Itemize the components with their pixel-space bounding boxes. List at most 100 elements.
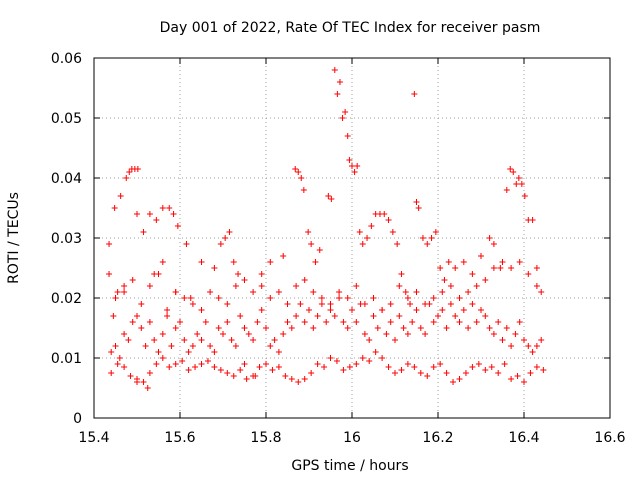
data-point <box>385 217 392 223</box>
data-point <box>346 157 353 163</box>
data-point <box>501 361 508 367</box>
data-point <box>314 313 321 319</box>
data-point <box>316 247 323 253</box>
data-point <box>510 169 517 175</box>
data-point <box>437 265 444 271</box>
data-point <box>241 277 248 283</box>
data-point <box>392 370 398 376</box>
data-point <box>230 259 237 265</box>
data-point <box>389 229 396 235</box>
data-point <box>514 373 521 379</box>
data-point <box>327 355 334 361</box>
data-point <box>503 325 510 331</box>
data-point <box>258 307 265 313</box>
data-point <box>114 289 121 295</box>
data-point <box>331 67 338 73</box>
data-point <box>392 337 398 343</box>
data-point <box>134 376 140 382</box>
data-point <box>288 325 295 331</box>
data-point <box>339 115 346 121</box>
data-point <box>267 343 274 349</box>
data-point <box>366 337 373 343</box>
data-point <box>275 349 282 355</box>
data-point <box>432 229 439 235</box>
data-point <box>435 313 441 319</box>
data-point <box>495 319 502 325</box>
data-point <box>301 376 308 382</box>
data-point <box>533 343 540 349</box>
data-point <box>325 193 332 199</box>
data-point <box>439 307 446 313</box>
data-point <box>411 364 418 370</box>
data-point <box>402 289 409 295</box>
data-point <box>140 229 147 235</box>
data-point <box>117 193 124 199</box>
data-point <box>415 205 422 211</box>
y-tick-label: 0.04 <box>51 171 82 187</box>
data-point <box>469 301 476 307</box>
data-point <box>308 241 315 247</box>
data-point <box>354 163 361 169</box>
data-point <box>138 301 145 307</box>
data-point <box>305 229 312 235</box>
data-point <box>237 367 244 373</box>
data-point <box>327 307 334 313</box>
data-point <box>445 259 452 265</box>
data-point <box>230 373 237 379</box>
data-point <box>170 211 177 217</box>
data-point <box>144 385 151 391</box>
data-point <box>473 319 480 325</box>
data-point <box>106 241 113 247</box>
data-point <box>228 337 235 343</box>
data-point <box>318 301 325 307</box>
data-point <box>447 301 454 307</box>
data-point <box>387 301 394 307</box>
data-point <box>361 301 368 307</box>
data-point <box>521 337 527 343</box>
data-point <box>413 307 420 313</box>
data-point <box>298 175 305 181</box>
data-point <box>217 367 224 373</box>
data-point <box>198 337 205 343</box>
data-point <box>398 367 405 373</box>
data-point <box>263 361 269 367</box>
data-point <box>336 295 343 301</box>
data-point <box>424 373 431 379</box>
data-point <box>419 235 426 241</box>
data-point <box>204 358 211 364</box>
data-point <box>443 370 450 376</box>
y-tick-label: 0.02 <box>51 291 82 307</box>
data-point <box>344 295 351 301</box>
data-point <box>280 331 287 337</box>
data-point <box>108 370 115 376</box>
data-point <box>108 349 115 355</box>
data-point <box>404 331 411 337</box>
data-point <box>381 211 388 217</box>
data-point <box>443 325 450 331</box>
data-point <box>226 229 233 235</box>
data-point <box>533 283 540 289</box>
data-point <box>349 163 355 169</box>
data-point <box>533 364 540 370</box>
data-point <box>333 358 340 364</box>
data-point <box>271 337 278 343</box>
y-tick-labels: 0 0.01 0.02 0.03 0.04 0.05 0.06 <box>51 51 82 427</box>
data-point <box>245 331 252 337</box>
data-point <box>508 343 515 349</box>
data-point <box>198 307 205 313</box>
data-point <box>121 283 128 289</box>
data-point <box>250 373 257 379</box>
data-point <box>146 211 153 217</box>
data-point <box>181 337 188 343</box>
data-point <box>243 376 250 382</box>
data-point <box>275 289 282 295</box>
data-point <box>146 319 153 325</box>
data-point <box>111 205 118 211</box>
data-point <box>241 361 248 367</box>
data-point <box>174 223 181 229</box>
data-point <box>110 313 117 319</box>
data-point <box>447 283 454 289</box>
data-point <box>224 319 231 325</box>
data-point <box>166 364 173 370</box>
data-point <box>297 301 304 307</box>
